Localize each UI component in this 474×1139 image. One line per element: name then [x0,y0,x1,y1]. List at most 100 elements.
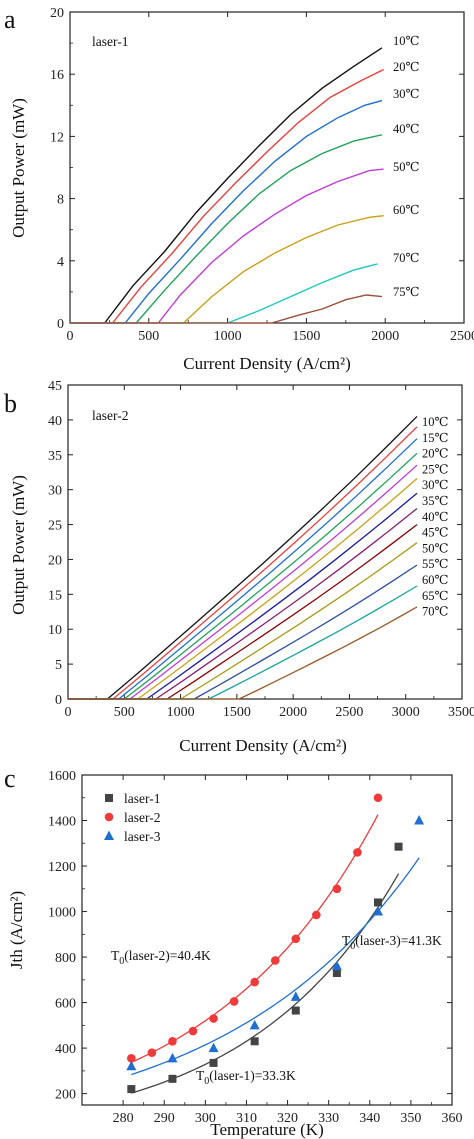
series-label: 30℃ [422,478,449,492]
x-tick-label: 1500 [292,329,320,344]
series-label: 40℃ [393,122,420,136]
series-line [227,263,378,324]
y-tick-label: 1600 [48,769,76,784]
data-point-laser-2 [291,934,301,944]
series-label: 10℃ [393,34,420,48]
y-tick-label: 30 [48,484,62,499]
series-label: 70℃ [393,251,420,265]
x-tick-label: 280 [113,1111,134,1126]
series-label: 40℃ [422,510,449,524]
y-tick-label: 25 [48,519,62,534]
series-label: 45℃ [422,526,449,540]
legend-label: laser-1 [124,791,160,806]
series-line [112,426,418,700]
legend-marker [104,812,114,822]
x-axis-unit: (A/cm²) [297,354,351,373]
series-line [155,507,418,700]
x-tick-label: 1000 [214,329,242,344]
annotation-prefix: T [196,1068,205,1083]
series-label: 50℃ [422,541,449,555]
x-tick-label: 500 [138,329,159,344]
data-point-laser-2 [312,910,321,920]
x-tick-label: 320 [277,1111,298,1126]
legend-marker [105,794,113,802]
x-tick-label: 1000 [167,705,195,720]
series-label: 35℃ [422,494,449,508]
y-axis-title: Jth (A/cm²) [7,891,26,969]
panel-b-letter: b [4,389,17,418]
x-tick-label: 3500 [448,705,474,720]
series-line [238,606,418,700]
x-axis-title: Temperature (K) [210,1120,324,1139]
series-label: 55℃ [422,557,449,571]
data-point-laser-2 [332,884,342,894]
y-tick-label: 4 [57,255,64,270]
data-point-laser-2 [147,1048,157,1057]
x-tick-label: 300 [195,1111,216,1126]
series-label: 10℃ [422,415,449,429]
data-point-laser-1 [332,969,341,977]
panel-c-chart: 280 290 300 310 320 330 340 350 360 200 400 600 800 1… [7,769,463,1139]
y-tick-label: 35 [48,449,62,464]
y-tick-label: 45 [48,379,62,394]
x-tick-label: 2000 [371,329,399,344]
y-tick-label: 12 [50,130,64,145]
y-tick-label: 8 [57,193,64,208]
series-line [193,564,418,700]
plot-frame [67,384,463,700]
x-tick-label: 2500 [450,329,474,344]
fit-annotation: T0(laser-3)=41.3K [342,933,442,952]
legend-label: laser-3 [124,829,161,844]
annotation-suffix: (laser-3)=41.3K [355,933,442,948]
series-line [112,68,384,324]
annotation-laser-2: laser-2 [92,408,128,423]
series-line [104,47,383,324]
x-axis-unit: (A/cm²) [293,736,347,755]
y-tick-label: 10 [48,623,62,638]
data-point-laser-2 [353,848,362,857]
data-point-laser-3 [290,991,301,1001]
data-point-laser-1 [394,842,403,851]
series-line [166,524,418,700]
series-line [180,542,418,700]
x-tick-label: 360 [442,1111,463,1126]
data-point-laser-3 [249,1019,260,1030]
data-point-laser-1 [291,1006,300,1015]
series-label: 60℃ [393,203,420,217]
series-label: 30℃ [393,87,420,101]
annotation-subscript: 0 [119,956,124,967]
x-tick-label: 1500 [223,705,251,720]
data-point-laser-1 [168,1074,177,1083]
annotation-prefix: T [111,948,120,963]
x-tick-label: 290 [154,1111,175,1126]
x-axis-title: Current Density (A/cm²) [179,736,347,755]
series-label: 25℃ [422,462,449,476]
x-tick-label: 310 [236,1111,257,1126]
y-axis-title: Output Power (mW) [9,475,28,615]
data-point-laser-3 [126,1060,137,1071]
data-point-laser-3 [414,815,425,825]
series-label: 50℃ [393,160,420,174]
y-tick-label: 16 [50,68,64,83]
fit-annotation: T0(laser-1)=33.3K [196,1068,296,1087]
data-point-laser-2 [373,793,383,803]
x-tick-label: 350 [400,1111,421,1126]
series-label: 20℃ [393,60,420,74]
y-tick-label: 40 [48,414,62,429]
x-axis-title: Current Density (A/cm²) [183,354,351,373]
fit-annotation: T0(laser-2)=40.4K [111,948,211,967]
annotation-laser-1: laser-1 [92,34,128,49]
x-tick-label: 3000 [392,705,420,720]
y-tick-label: 400 [55,1042,76,1057]
x-tick-label: 0 [67,329,74,344]
y-tick-label: 20 [50,6,64,21]
data-point-laser-2 [250,977,259,987]
series-line [183,215,384,324]
data-point-laser-1 [250,1037,259,1046]
series-label: 75℃ [393,285,420,299]
x-tick-label: 340 [359,1111,380,1126]
annotation-suffix: (laser-2)=40.4K [124,948,211,963]
data-point-laser-1 [209,1058,218,1067]
data-point-laser-2 [168,1036,177,1046]
series-label: 60℃ [422,573,449,587]
